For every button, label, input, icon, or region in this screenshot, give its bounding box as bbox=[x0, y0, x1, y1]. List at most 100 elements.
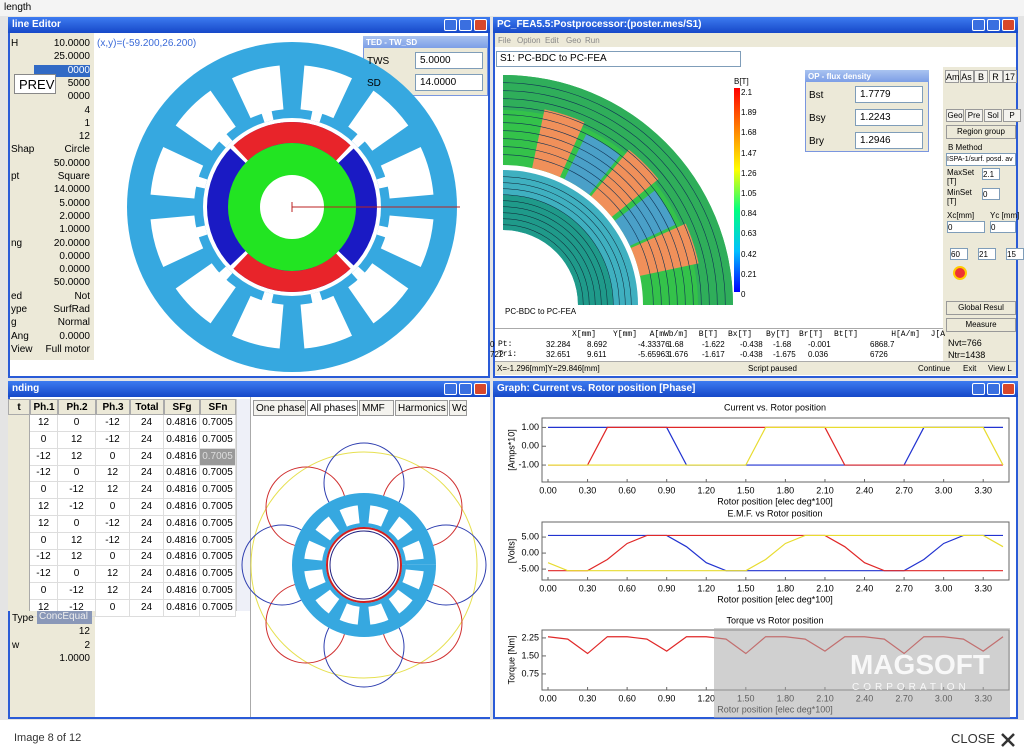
close-icon[interactable] bbox=[1001, 733, 1015, 747]
param-value[interactable]: 5.0000 bbox=[59, 197, 90, 209]
param-value[interactable]: Circle bbox=[64, 144, 90, 156]
field-input[interactable]: 1.7779 bbox=[855, 86, 923, 103]
tab[interactable]: Wc bbox=[449, 400, 467, 416]
window-button[interactable] bbox=[444, 383, 457, 395]
button[interactable]: Region group bbox=[946, 125, 1016, 139]
window-button[interactable] bbox=[474, 19, 487, 31]
window-button[interactable] bbox=[1002, 383, 1015, 395]
step-value[interactable]: 21 bbox=[978, 248, 996, 260]
slot-opening bbox=[218, 133, 233, 148]
field-input[interactable]: 5.0000 bbox=[415, 52, 483, 69]
x-tick-label: 0.00 bbox=[539, 485, 557, 495]
param-value[interactable]: 20.0000 bbox=[53, 237, 90, 249]
param-value[interactable]: 12 bbox=[78, 131, 90, 143]
table-cell: -12 bbox=[30, 549, 58, 567]
table-cell: 1.676 bbox=[668, 350, 689, 359]
tab[interactable]: P bbox=[1003, 109, 1021, 122]
param-value[interactable]: 5000 bbox=[67, 77, 90, 89]
param-value[interactable]: Normal bbox=[57, 317, 90, 329]
window-button[interactable] bbox=[972, 383, 985, 395]
button[interactable]: Measure bbox=[946, 318, 1016, 332]
tab[interactable]: As bbox=[959, 70, 974, 83]
param-value[interactable]: 0.0000 bbox=[59, 264, 90, 276]
title-bar bbox=[8, 381, 490, 397]
menu-item[interactable]: Run bbox=[585, 36, 600, 45]
param-value[interactable]: 10.0000 bbox=[53, 38, 90, 49]
tab[interactable]: 17 bbox=[1003, 70, 1017, 83]
record-button[interactable] bbox=[953, 266, 967, 280]
window-button[interactable] bbox=[987, 383, 1000, 395]
step-value[interactable]: 15 bbox=[1006, 248, 1024, 260]
property-label: w bbox=[12, 640, 20, 651]
table-cell: 12 bbox=[30, 415, 58, 432]
stator-slot bbox=[339, 505, 360, 527]
param-value[interactable]: 0.0000 bbox=[59, 250, 90, 262]
property-value: 2 bbox=[84, 640, 90, 651]
table-cell: -12 bbox=[30, 448, 58, 466]
table-cell: 0.4816 bbox=[164, 482, 200, 500]
slot-opening bbox=[195, 176, 208, 189]
menu-item[interactable]: Option bbox=[517, 36, 541, 45]
window-button[interactable] bbox=[1002, 19, 1015, 31]
param-value[interactable]: 0000 bbox=[34, 64, 90, 77]
property-value[interactable]: ConcEqual bbox=[37, 611, 92, 624]
status-button[interactable]: Continue bbox=[918, 364, 951, 373]
param-value[interactable]: 0000 bbox=[67, 91, 90, 103]
tab[interactable]: R bbox=[988, 70, 1003, 83]
param-value[interactable]: SurfRad bbox=[53, 304, 90, 315]
menu-item[interactable]: Geo bbox=[566, 36, 582, 45]
input[interactable]: 0 bbox=[982, 188, 1000, 200]
tab[interactable]: Sol bbox=[984, 109, 1002, 122]
prev-button[interactable]: PREV bbox=[14, 74, 56, 94]
param-value[interactable]: 0.0000 bbox=[59, 330, 90, 342]
param-value[interactable]: 25.0000 bbox=[53, 51, 90, 63]
table-cell: 0.4816 bbox=[164, 599, 200, 617]
window-button[interactable] bbox=[474, 383, 487, 395]
button[interactable]: Global Resul bbox=[946, 301, 1016, 315]
tab[interactable]: Am bbox=[945, 70, 960, 83]
param-value[interactable]: Square bbox=[57, 171, 90, 182]
status-button[interactable]: Exit bbox=[963, 364, 977, 373]
window-button[interactable] bbox=[444, 19, 457, 31]
window-button[interactable] bbox=[972, 19, 985, 31]
input[interactable]: 2.1 bbox=[982, 168, 1000, 180]
status-button[interactable]: View L bbox=[988, 364, 1012, 373]
param-value[interactable]: 1.0000 bbox=[59, 224, 90, 236]
dropdown[interactable]: S1: PC-BDC to PC-FEA bbox=[496, 51, 741, 67]
window-button[interactable] bbox=[459, 383, 472, 395]
param-value[interactable]: 1 bbox=[84, 117, 90, 129]
tab[interactable]: One phase bbox=[253, 400, 306, 416]
input[interactable]: 0 bbox=[947, 221, 985, 233]
x-tick-label: 0.00 bbox=[539, 693, 557, 703]
close-label[interactable]: CLOSE bbox=[951, 731, 996, 746]
slot-opening bbox=[376, 176, 389, 189]
step-value[interactable]: 60 bbox=[950, 248, 968, 260]
param-value[interactable]: 14.0000 bbox=[53, 184, 90, 196]
select[interactable]: ISPA-1/surf. posd. av bbox=[946, 153, 1016, 166]
window-button[interactable] bbox=[987, 19, 1000, 31]
field-input[interactable]: 14.0000 bbox=[415, 74, 483, 91]
param-value[interactable]: 50.0000 bbox=[53, 157, 90, 169]
tab[interactable]: B bbox=[974, 70, 988, 83]
table-cell: 24 bbox=[130, 448, 164, 466]
tab[interactable]: Geo bbox=[946, 109, 964, 122]
param-value[interactable]: 2.0000 bbox=[59, 210, 90, 222]
param-value[interactable]: Full motor bbox=[45, 343, 90, 355]
param-value[interactable]: 4 bbox=[84, 104, 90, 116]
tab[interactable]: Pre bbox=[965, 109, 983, 122]
field-input[interactable]: 1.2243 bbox=[855, 109, 923, 126]
menu-item[interactable]: File bbox=[498, 36, 511, 45]
table-header: Y[mm] bbox=[612, 330, 637, 339]
tab[interactable]: Harmonics bbox=[395, 400, 448, 416]
menu-bar bbox=[495, 33, 1016, 47]
param-value[interactable]: 50.0000 bbox=[53, 277, 90, 289]
param-value[interactable]: Not bbox=[74, 290, 90, 302]
menu-item[interactable]: Edit bbox=[545, 36, 559, 45]
input[interactable]: 0 bbox=[990, 221, 1016, 233]
tab[interactable]: All phases bbox=[307, 400, 358, 416]
tab[interactable]: MMF bbox=[359, 400, 394, 416]
window-button[interactable] bbox=[459, 19, 472, 31]
field-input[interactable]: 1.2946 bbox=[855, 132, 923, 149]
table-header: A[mWb/m] bbox=[649, 330, 688, 339]
y-tick-label: 5.00 bbox=[521, 531, 539, 541]
